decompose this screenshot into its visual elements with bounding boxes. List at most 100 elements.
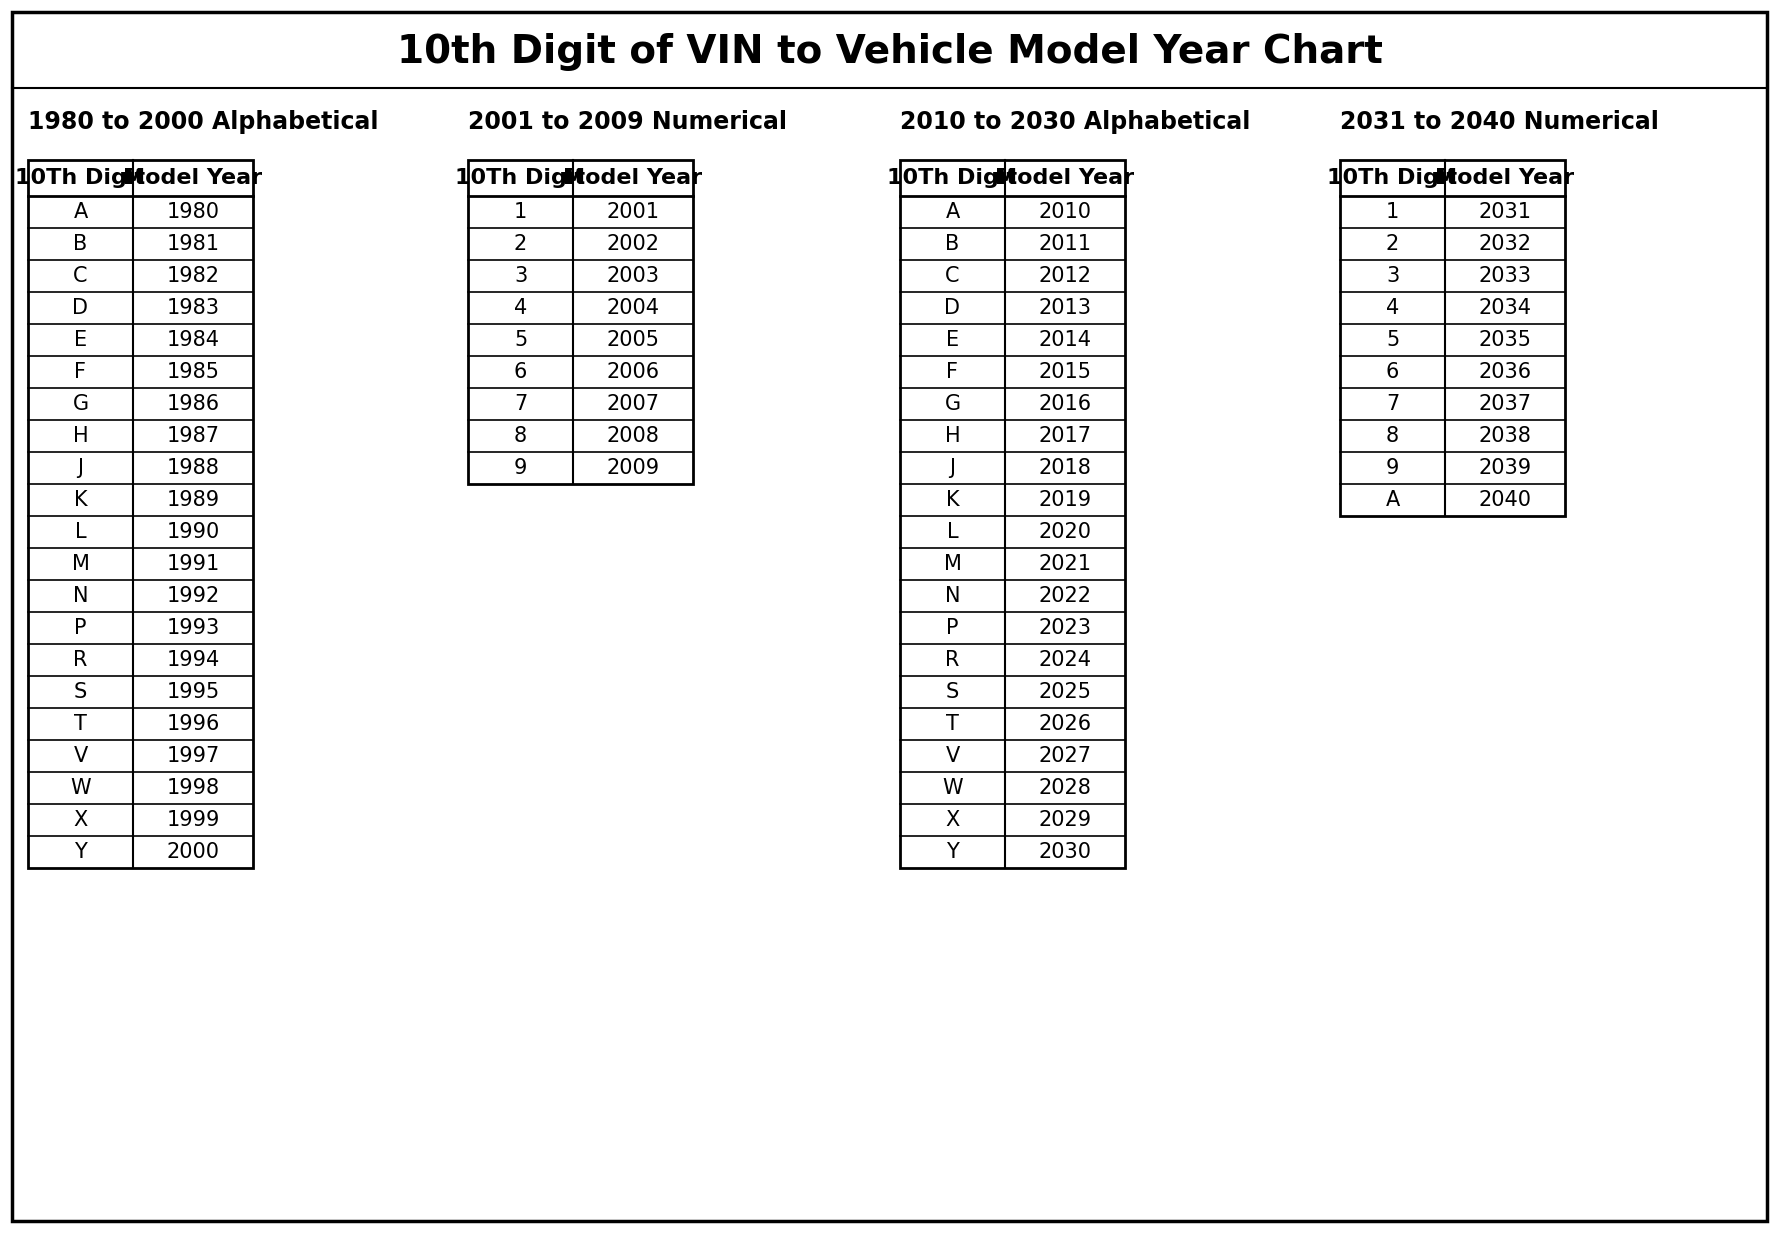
Text: 1997: 1997 [167,746,219,766]
Text: 1993: 1993 [167,618,219,637]
Text: 1986: 1986 [167,395,219,414]
Text: N: N [945,586,961,605]
Text: 1992: 1992 [167,586,219,605]
Text: 2039: 2039 [1478,457,1532,478]
Text: P: P [75,618,87,637]
Text: 2017: 2017 [1039,425,1092,446]
Text: F: F [75,363,87,382]
Text: 2026: 2026 [1039,714,1092,734]
Text: 1988: 1988 [167,457,219,478]
Text: 2034: 2034 [1478,298,1532,318]
Text: 2025: 2025 [1039,682,1092,702]
Text: B: B [945,234,959,254]
Text: 2: 2 [1386,234,1398,254]
Text: 2012: 2012 [1039,266,1092,286]
Text: 2027: 2027 [1039,746,1092,766]
Bar [900,160,1124,868]
Text: 2015: 2015 [1039,363,1092,382]
Text: 2031: 2031 [1478,202,1532,222]
Text: 2000: 2000 [167,842,219,862]
Text: 1996: 1996 [165,714,219,734]
Text: 2002: 2002 [607,234,660,254]
Text: R: R [945,650,959,670]
Text: S: S [75,682,87,702]
Text: 2022: 2022 [1039,586,1092,605]
Bar [1340,160,1566,515]
Text: 3: 3 [1386,266,1398,286]
Text: D: D [73,298,89,318]
Text: 2020: 2020 [1039,522,1092,543]
Text: 2033: 2033 [1478,266,1532,286]
Text: 6: 6 [1386,363,1400,382]
Text: X: X [945,810,959,830]
Text: 2008: 2008 [607,425,660,446]
Text: 1: 1 [514,202,527,222]
Text: 9: 9 [1386,457,1400,478]
Text: 1989: 1989 [167,490,219,510]
Text: 2003: 2003 [607,266,660,286]
Text: Y: Y [75,842,87,862]
Text: T: T [75,714,87,734]
Text: 2001: 2001 [607,202,660,222]
Text: 10th Digit of VIN to Vehicle Model Year Chart: 10th Digit of VIN to Vehicle Model Year … [397,33,1382,72]
Text: V: V [73,746,87,766]
Text: 2023: 2023 [1039,618,1092,637]
Text: 4: 4 [514,298,527,318]
Text: L: L [75,522,87,543]
Text: 5: 5 [1386,330,1398,350]
Text: J: J [950,457,955,478]
Text: 9: 9 [514,457,527,478]
Text: 1984: 1984 [167,330,219,350]
Text: B: B [73,234,87,254]
Text: 1991: 1991 [167,554,219,575]
Text: C: C [73,266,87,286]
Text: Model Year: Model Year [564,168,703,187]
Text: J: J [78,457,84,478]
Text: 2037: 2037 [1478,395,1532,414]
Text: 2014: 2014 [1039,330,1092,350]
Text: 5: 5 [514,330,527,350]
Text: 2010 to 2030 Alphabetical: 2010 to 2030 Alphabetical [900,110,1251,134]
Text: 10Th Digit: 10Th Digit [455,168,585,187]
Text: W: W [69,778,91,798]
Text: F: F [946,363,959,382]
Text: W: W [943,778,962,798]
Text: 2011: 2011 [1039,234,1092,254]
Text: 7: 7 [1386,395,1398,414]
Text: 2036: 2036 [1478,363,1532,382]
Text: Model Year: Model Year [123,168,263,187]
Text: 2030: 2030 [1039,842,1092,862]
Text: S: S [946,682,959,702]
Bar [28,160,253,868]
Text: M: M [943,554,961,575]
Text: 7: 7 [514,395,527,414]
Text: A: A [1386,490,1400,510]
Text: 2004: 2004 [607,298,660,318]
Text: 2021: 2021 [1039,554,1092,575]
Text: G: G [945,395,961,414]
Text: 1998: 1998 [167,778,219,798]
Text: 1987: 1987 [167,425,219,446]
Text: C: C [945,266,959,286]
Text: 1990: 1990 [167,522,219,543]
Text: 1995: 1995 [167,682,219,702]
Text: 2019: 2019 [1039,490,1092,510]
Text: V: V [945,746,959,766]
Text: H: H [945,425,961,446]
Text: 1983: 1983 [167,298,219,318]
Text: A: A [73,202,87,222]
Text: 10Th Digit: 10Th Digit [888,168,1018,187]
Text: 2038: 2038 [1478,425,1532,446]
Text: 1: 1 [1386,202,1398,222]
Text: Model Year: Model Year [1436,168,1574,187]
Text: 10Th Digit: 10Th Digit [1327,168,1457,187]
Text: 2009: 2009 [607,457,660,478]
Text: 8: 8 [514,425,527,446]
Text: 2005: 2005 [607,330,660,350]
Text: 1994: 1994 [167,650,219,670]
Text: 2001 to 2009 Numerical: 2001 to 2009 Numerical [468,110,786,134]
Text: 1985: 1985 [167,363,219,382]
Text: 2029: 2029 [1039,810,1092,830]
Text: P: P [946,618,959,637]
Text: 2016: 2016 [1039,395,1092,414]
